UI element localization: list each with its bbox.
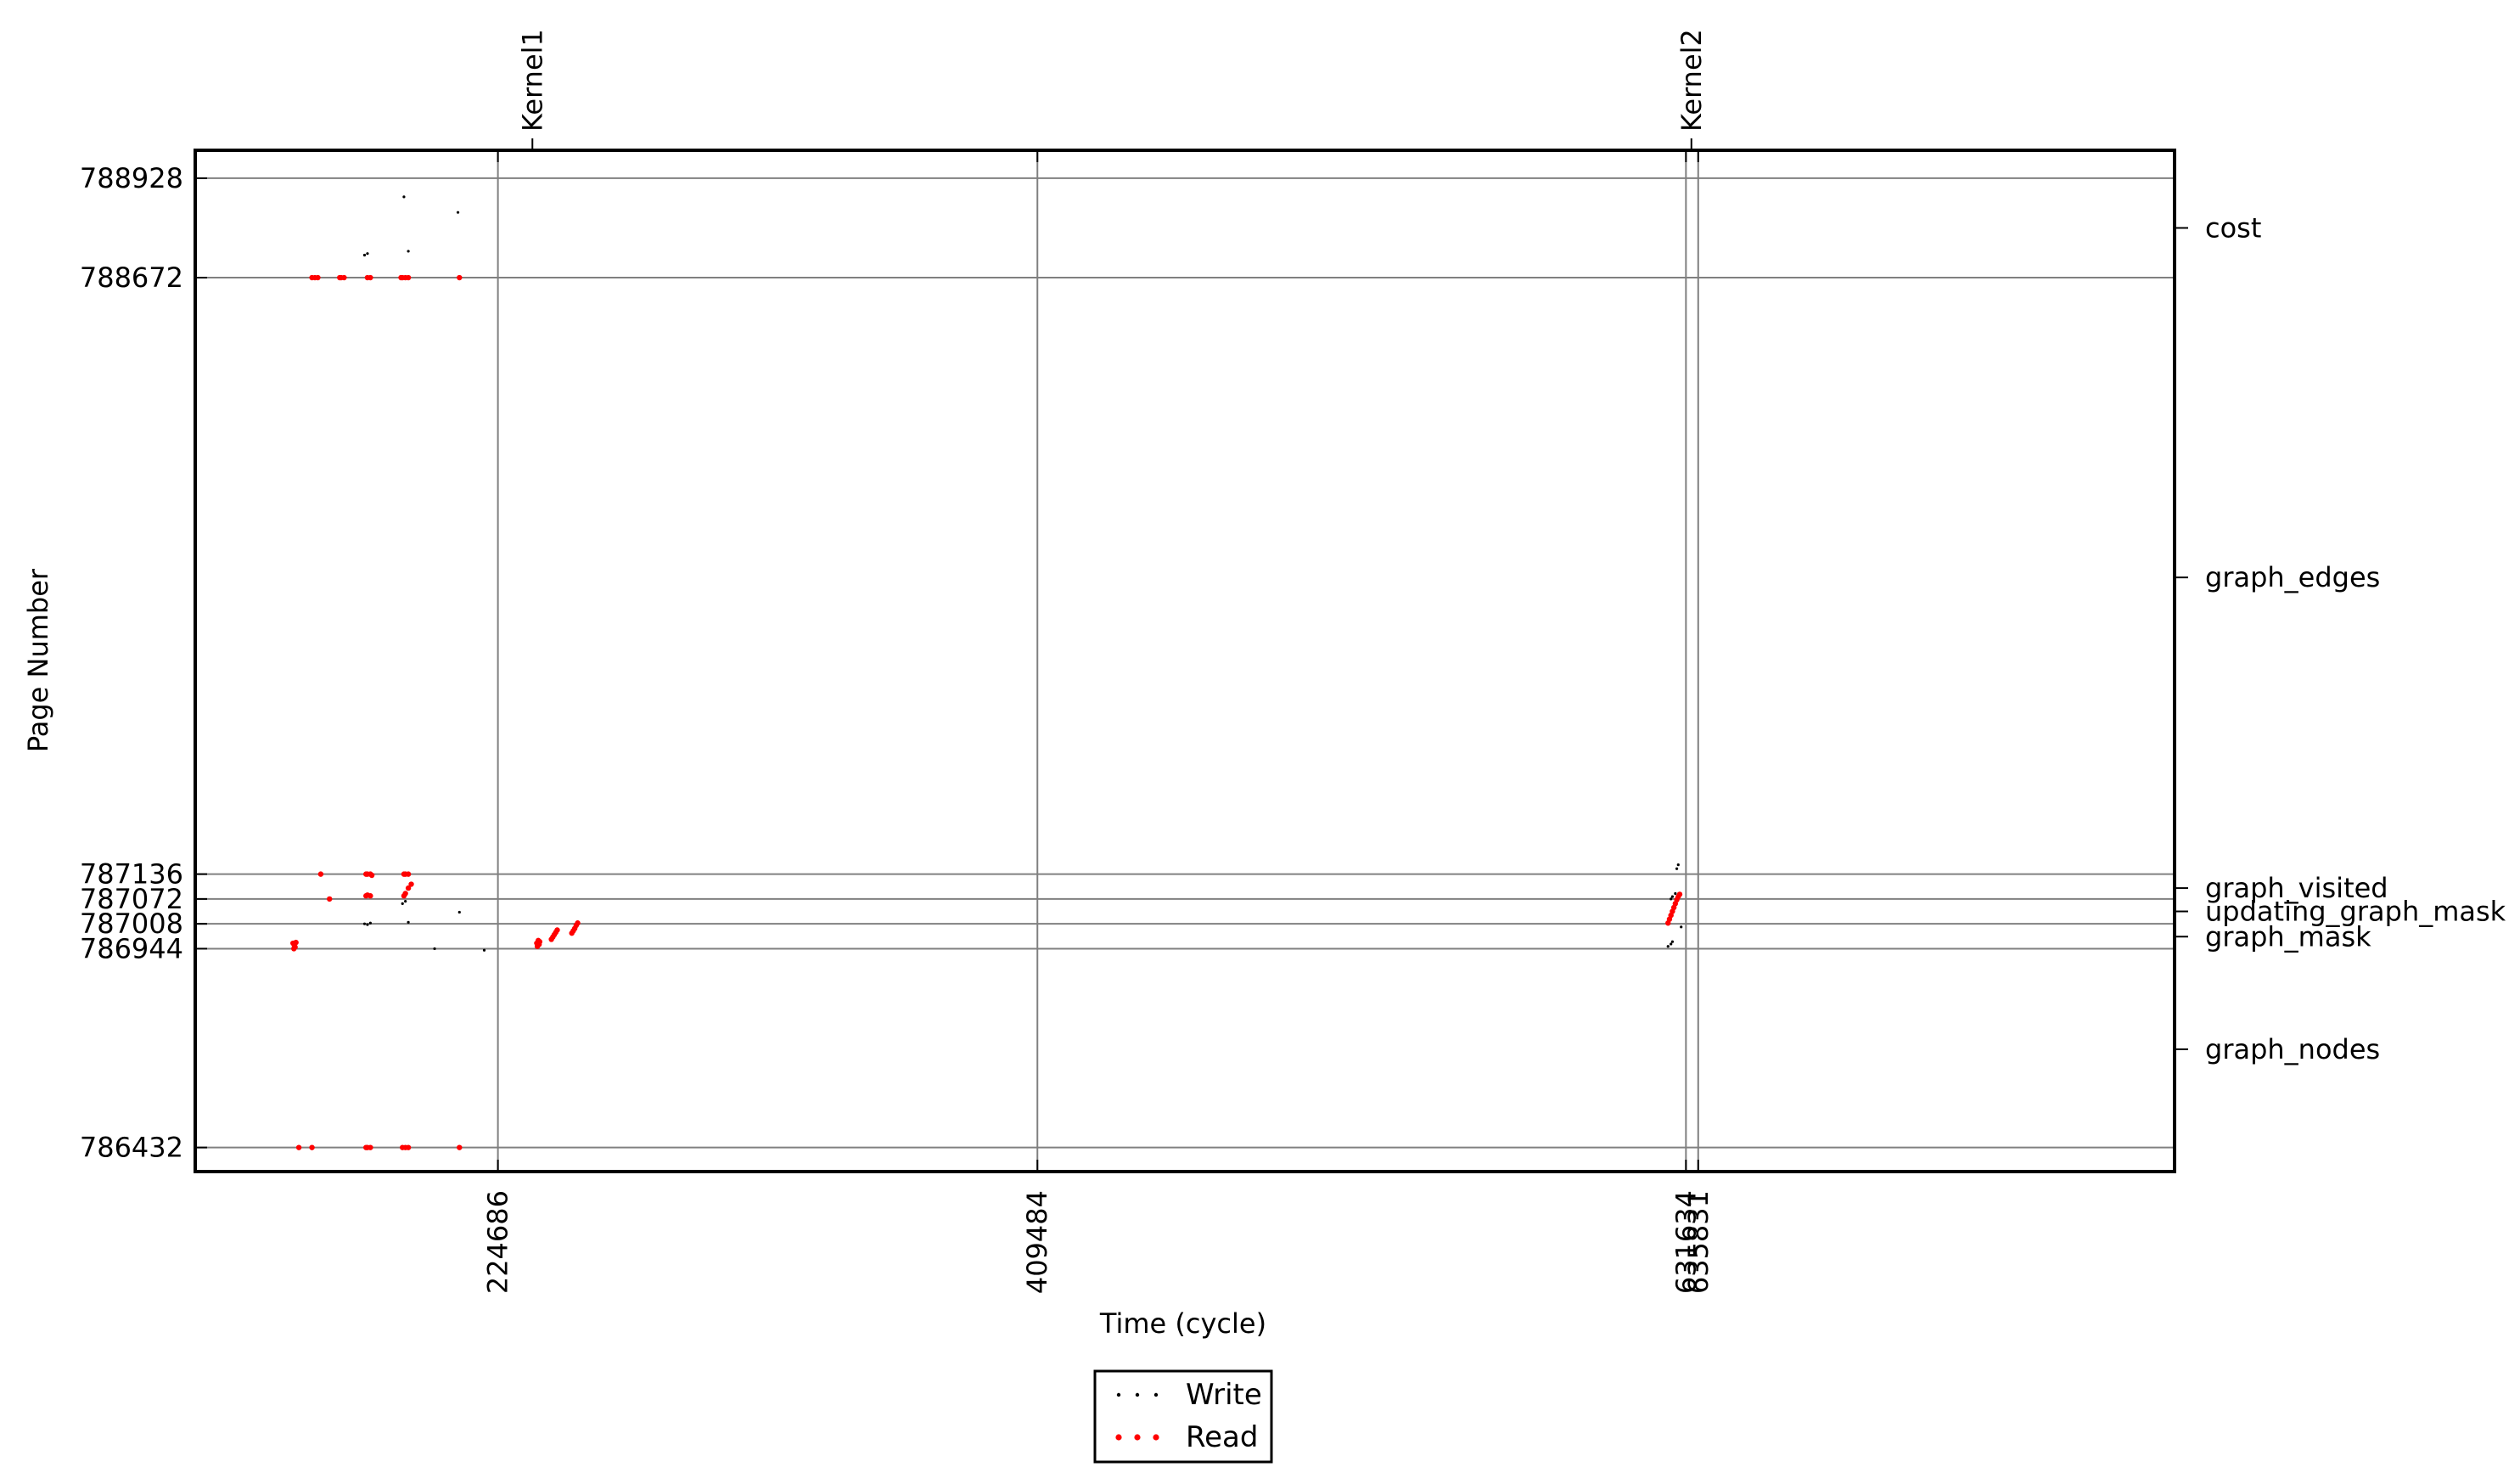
y-tick-label: 787136 <box>80 858 183 891</box>
legend: Write Read <box>1093 1369 1273 1464</box>
right-tick-label: graph_mask <box>2205 920 2371 953</box>
x-axis-label: Time (cycle) <box>1099 1307 1266 1340</box>
read-point <box>295 1144 302 1150</box>
write-point <box>1666 945 1670 948</box>
grid <box>195 150 2175 1172</box>
y-tick-label: 788928 <box>80 162 183 194</box>
right-tick-label: cost <box>2205 211 2261 244</box>
x-tick-label: 409484 <box>1021 1190 1053 1294</box>
legend-box <box>1093 1369 1273 1464</box>
legend-write-marker <box>1116 1392 1159 1397</box>
x-tick-label: 631634 <box>1670 1190 1702 1294</box>
write-point <box>407 920 410 924</box>
write-point <box>401 902 404 905</box>
read-point <box>317 871 324 877</box>
top-tick-label: Kernel2 <box>1675 29 1708 132</box>
write-point <box>457 910 461 914</box>
read-point <box>554 927 560 933</box>
right-tick-label: updating_graph_mask <box>2205 896 2506 928</box>
x-tick-label: 635831 <box>1682 1190 1715 1294</box>
write-point <box>366 252 369 256</box>
write-point <box>1670 942 1673 946</box>
write-point <box>1670 940 1675 943</box>
y-axis-label: Page Number <box>22 568 54 752</box>
legend-read-marker <box>1115 1434 1159 1441</box>
read-point <box>368 274 373 281</box>
y-tick-label: 788672 <box>80 261 183 294</box>
write-point <box>402 195 406 199</box>
read-point <box>405 1144 412 1150</box>
y-tick-label: 786944 <box>80 932 183 964</box>
read-point <box>368 872 375 879</box>
write-point <box>366 923 369 926</box>
write-point <box>407 250 410 253</box>
legend-write-label: Write <box>1186 1378 1262 1412</box>
read-point <box>368 893 373 899</box>
top-tick-label: Kernel1 <box>516 29 548 132</box>
read-point <box>1676 891 1683 897</box>
write-point <box>1670 897 1673 901</box>
legend-marker-dot <box>1115 1434 1122 1441</box>
read-point <box>405 871 412 877</box>
legend-marker-dot <box>1116 1392 1121 1397</box>
write-point <box>1670 895 1675 898</box>
x-tick-label: 224686 <box>482 1190 514 1294</box>
ticks: 224686 409484 6316346358317864327869447870… <box>80 29 2506 1294</box>
write-point <box>404 900 407 903</box>
read-point <box>315 274 321 281</box>
write-point <box>1680 925 1683 929</box>
write-point <box>362 253 367 257</box>
read-point <box>327 896 333 902</box>
write-point <box>456 211 460 214</box>
write-point <box>1674 891 1677 896</box>
data-points <box>290 195 1683 1150</box>
write-point <box>362 922 367 925</box>
read-point <box>408 881 414 887</box>
read-point <box>309 1144 315 1150</box>
read-point <box>341 274 347 281</box>
read-point <box>536 939 543 945</box>
right-tick-label: graph_nodes <box>2205 1033 2380 1065</box>
legend-marker-dot <box>1153 1434 1159 1441</box>
right-tick-label: graph_edges <box>2205 561 2380 593</box>
right-tick-label: graph_visited <box>2205 872 2388 904</box>
y-tick-label: 787008 <box>80 908 183 940</box>
legend-marker-dot <box>1134 1434 1141 1441</box>
legend-marker-dot <box>1153 1392 1159 1397</box>
y-tick-label: 787072 <box>80 883 183 915</box>
write-point <box>1676 863 1680 867</box>
read-point <box>292 944 298 950</box>
y-tick-label: 786432 <box>80 1132 183 1164</box>
legend-read-label: Read <box>1186 1420 1258 1454</box>
write-point <box>433 947 436 951</box>
read-point <box>405 885 412 891</box>
read-point <box>293 939 299 946</box>
write-point <box>482 948 486 952</box>
read-point <box>402 891 408 897</box>
read-point <box>575 920 581 926</box>
read-point <box>405 274 412 281</box>
write-point <box>1675 867 1679 870</box>
write-point <box>368 921 372 925</box>
read-point <box>457 1144 463 1150</box>
read-point <box>368 1144 373 1150</box>
plot-frame <box>194 149 2176 1173</box>
legend-marker-dot <box>1135 1392 1140 1397</box>
read-point <box>457 274 463 281</box>
